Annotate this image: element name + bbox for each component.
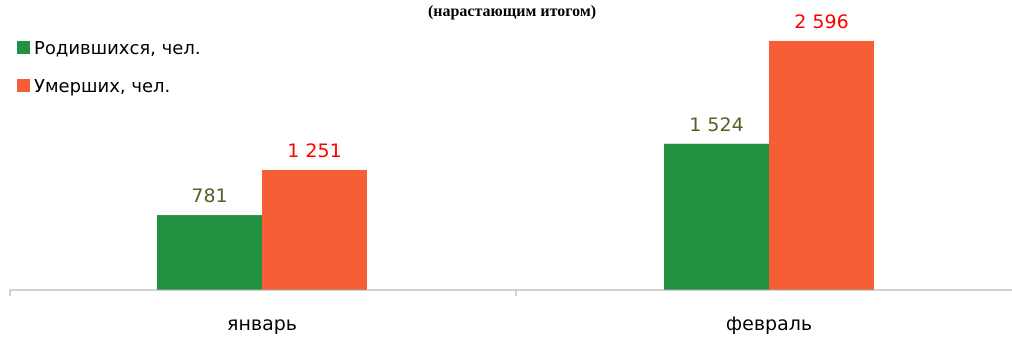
legend-swatch-1 bbox=[17, 41, 30, 54]
x-tick-label-1: январь bbox=[227, 313, 297, 335]
data-label-born-1: 781 bbox=[191, 185, 227, 207]
bar-died-2 bbox=[769, 40, 874, 291]
bar-died-1 bbox=[262, 169, 367, 290]
bar-born-2 bbox=[664, 143, 769, 290]
legend: Родившихся, чел. Умерших, чел. bbox=[17, 38, 201, 97]
data-label-died-1: 1 251 bbox=[287, 140, 341, 162]
legend-label-1: Родившихся, чел. bbox=[34, 38, 201, 59]
bars bbox=[157, 40, 874, 291]
chart-title: (нарастающим итогом) bbox=[428, 3, 596, 20]
bar-born-1 bbox=[157, 215, 262, 290]
data-label-died-2: 2 596 bbox=[794, 11, 848, 33]
data-labels: 781 1 251 1 524 2 596 bbox=[191, 11, 848, 207]
legend-swatch-2 bbox=[17, 79, 30, 92]
legend-label-2: Умерших, чел. bbox=[34, 76, 170, 97]
data-label-born-2: 1 524 bbox=[689, 114, 743, 136]
x-tick-label-2: февраль bbox=[726, 313, 812, 335]
x-axis: январь февраль bbox=[9, 289, 1012, 335]
